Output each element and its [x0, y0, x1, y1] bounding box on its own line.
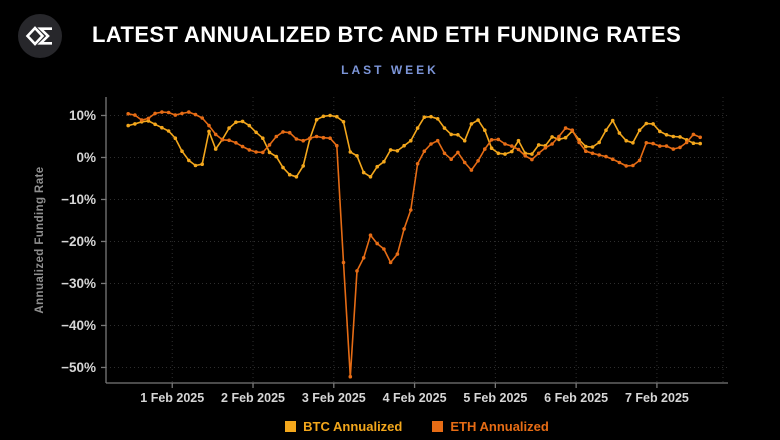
sigma-diamond-icon [25, 26, 45, 46]
legend-item-eth: ETH Annualized [432, 418, 549, 434]
page-subtitle: LAST WEEK [341, 63, 439, 77]
btc-swatch-icon [285, 420, 297, 432]
legend-label-eth: ETH Annualized [450, 418, 549, 434]
svg-text:−40%: −40% [61, 318, 96, 333]
svg-text:0%: 0% [76, 150, 96, 165]
y-tick-labels: 10% 0% −10% −20% −30% −40% −50% [61, 108, 96, 375]
svg-text:6 Feb 2025: 6 Feb 2025 [544, 391, 608, 405]
chart-legend: BTC Annualized ETH Annualized [106, 416, 728, 436]
svg-text:−10%: −10% [61, 192, 96, 207]
eth-swatch-icon [432, 420, 444, 432]
brand-logo [18, 14, 62, 58]
svg-text:7 Feb 2025: 7 Feb 2025 [625, 391, 689, 405]
svg-text:−30%: −30% [61, 276, 96, 291]
legend-item-btc: BTC Annualized [285, 419, 402, 434]
svg-text:1 Feb 2025: 1 Feb 2025 [140, 391, 204, 405]
svg-text:2 Feb 2025: 2 Feb 2025 [221, 391, 285, 405]
svg-text:−20%: −20% [61, 234, 96, 249]
page-title: LATEST ANNUALIZED BTC AND ETH FUNDING RA… [92, 22, 682, 47]
btc-series [126, 113, 702, 179]
legend-label-btc: BTC Annualized [303, 418, 403, 434]
svg-text:4 Feb 2025: 4 Feb 2025 [383, 391, 447, 405]
svg-text:−50%: −50% [61, 360, 96, 375]
svg-text:5 Feb 2025: 5 Feb 2025 [463, 391, 527, 405]
axes [101, 97, 728, 388]
sigma-stroke-icon [37, 27, 52, 45]
eth-series [126, 110, 702, 379]
svg-text:3 Feb 2025: 3 Feb 2025 [302, 391, 366, 405]
svg-text:10%: 10% [69, 108, 96, 123]
logo-circle-icon [18, 14, 62, 58]
x-tick-labels: 1 Feb 2025 2 Feb 2025 3 Feb 2025 4 Feb 2025… [140, 391, 689, 405]
